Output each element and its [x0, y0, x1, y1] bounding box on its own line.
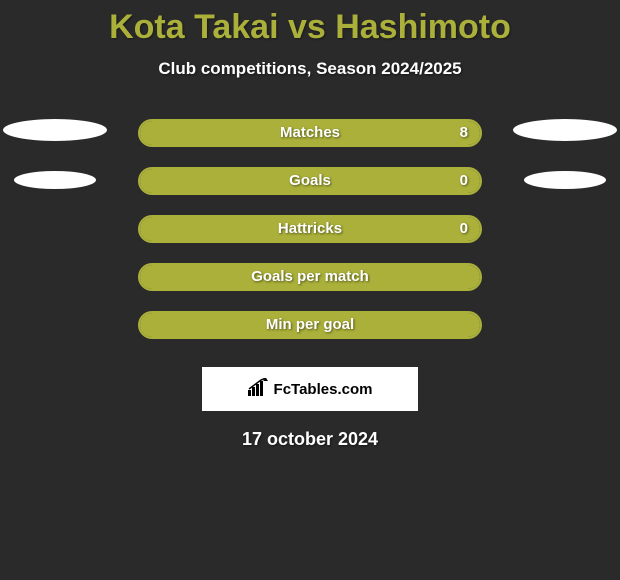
stat-bar-label: Hattricks	[140, 217, 480, 241]
player-placeholder-oval	[14, 171, 96, 189]
stat-bar-label: Goals	[140, 169, 480, 193]
stat-bar: Matches8	[138, 119, 482, 147]
stat-bar-label: Matches	[140, 121, 480, 145]
player-placeholder-oval	[3, 119, 107, 141]
player-right-column	[510, 119, 620, 219]
stat-bar-value-right: 0	[460, 169, 468, 193]
player-placeholder-oval	[524, 171, 606, 189]
root: Kota Takai vs Hashimoto Club competition…	[0, 0, 620, 580]
stat-bar: Goals per match	[138, 263, 482, 291]
stat-bar: Min per goal	[138, 311, 482, 339]
page-title: Kota Takai vs Hashimoto	[0, 0, 620, 47]
snapshot-date: 17 october 2024	[0, 429, 620, 450]
page-subtitle: Club competitions, Season 2024/2025	[0, 59, 620, 79]
stat-bars: Matches8Goals0Hattricks0Goals per matchM…	[138, 119, 482, 359]
stat-bar: Hattricks0	[138, 215, 482, 243]
stat-bar-label: Goals per match	[140, 265, 480, 289]
player-left-column	[0, 119, 110, 219]
stat-bar-value-right: 8	[460, 121, 468, 145]
stat-bar-value-right: 0	[460, 217, 468, 241]
chart-icon	[248, 378, 270, 400]
stat-bar: Goals0	[138, 167, 482, 195]
comparison-arena: Matches8Goals0Hattricks0Goals per matchM…	[0, 119, 620, 349]
stat-bar-label: Min per goal	[140, 313, 480, 337]
player-placeholder-oval	[513, 119, 617, 141]
source-logo: FcTables.com	[202, 367, 418, 411]
source-logo-text: FcTables.com	[274, 381, 373, 398]
